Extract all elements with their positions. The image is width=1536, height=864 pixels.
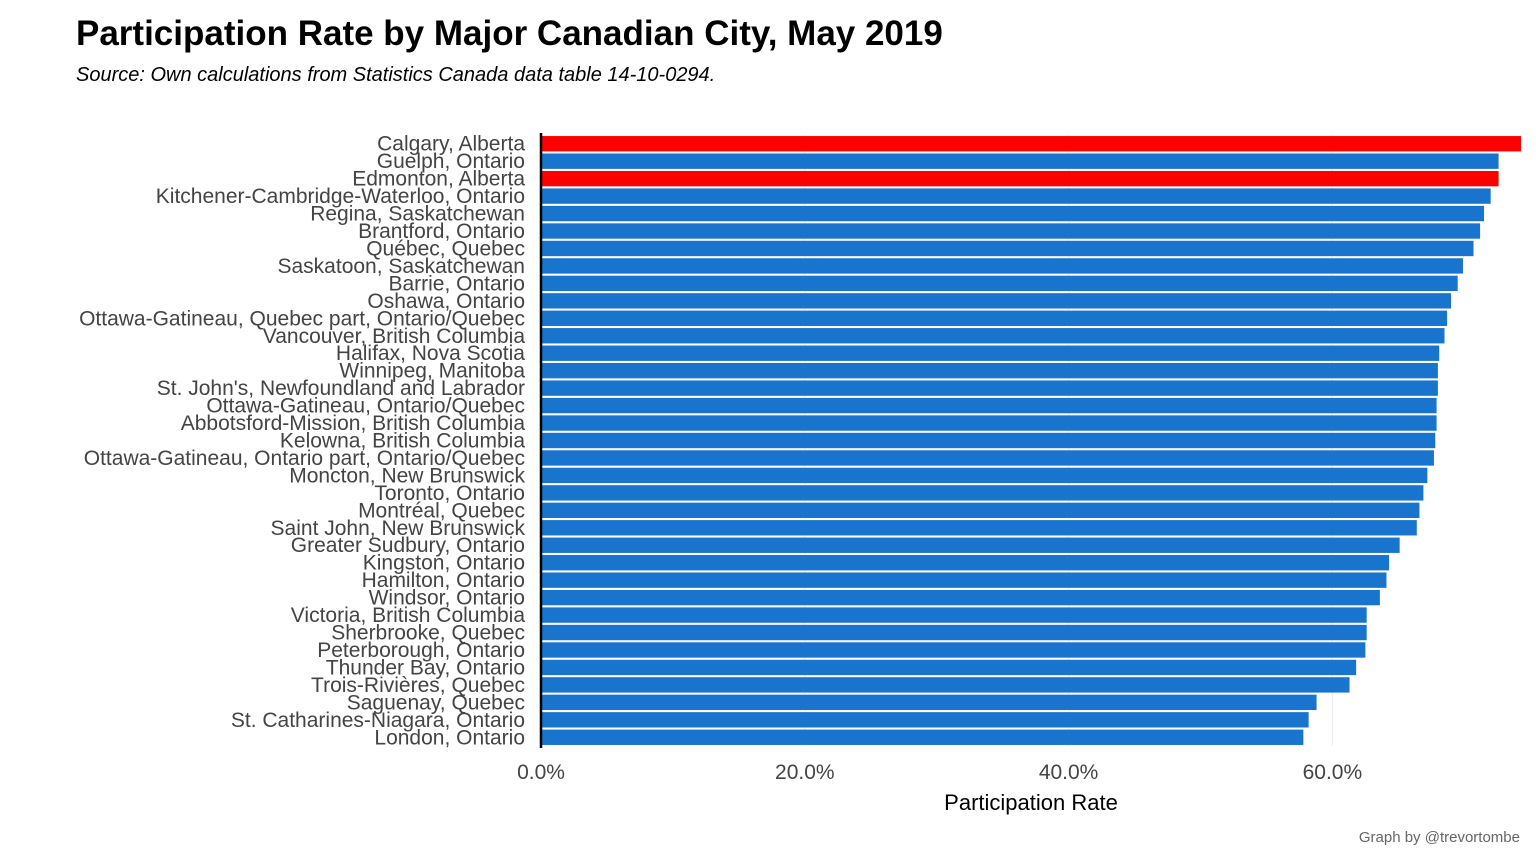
bar [541, 729, 1304, 745]
category-label: Moncton, New Brunswick [289, 464, 525, 487]
bar [541, 240, 1474, 257]
bar [541, 589, 1380, 606]
category-label: London, Ontario [374, 726, 525, 749]
bar [541, 712, 1309, 728]
x-tick-label: 60.0% [1303, 761, 1363, 784]
bar [541, 136, 1521, 152]
category-label: Québec, Quebec [366, 237, 525, 260]
bar [541, 328, 1445, 344]
bar [541, 677, 1350, 693]
category-label: Guelph, Ontario [377, 150, 525, 173]
bar [541, 188, 1491, 204]
category-label: Greater Sudbury, Ontario [291, 534, 525, 557]
category-label: Regina, Saskatchewan [310, 203, 525, 226]
x-axis-title: Participation Rate [944, 790, 1118, 815]
category-label: Halifax, Nova Scotia [336, 342, 525, 365]
category-label: Saint John, New Brunswick [271, 517, 526, 540]
bar [541, 275, 1458, 292]
category-label: Hamilton, Ontario [362, 569, 525, 592]
bar [541, 485, 1424, 501]
category-label: Ottawa-Gatineau, Quebec part, Ontario/Qu… [79, 307, 525, 330]
bar [541, 170, 1499, 187]
bar [541, 415, 1437, 431]
category-label: Peterborough, Ontario [317, 639, 525, 662]
x-tick-label: 40.0% [1039, 761, 1099, 784]
bar [541, 223, 1481, 239]
category-label: Trois-Rivières, Quebec [311, 674, 525, 697]
category-label: Windsor, Ontario [369, 587, 525, 610]
bar [541, 607, 1367, 623]
bar [541, 345, 1440, 361]
category-label: St. Catharines-Niagara, Ontario [231, 709, 525, 732]
category-label: Saguenay, Quebec [347, 691, 525, 714]
credit-note: Graph by @trevortombe [1358, 829, 1520, 846]
category-label: Sherbrooke, Quebec [331, 622, 525, 645]
bar [541, 380, 1438, 396]
bar [541, 258, 1463, 274]
category-label: Oshawa, Ontario [367, 290, 525, 313]
bar [541, 624, 1367, 641]
bar [541, 397, 1437, 414]
bar [541, 310, 1448, 326]
bar [541, 153, 1499, 169]
category-label: Saskatoon, Saskatchewan [278, 255, 526, 278]
category-label: Kingston, Ontario [363, 552, 525, 575]
chart-title: Participation Rate by Major Canadian Cit… [76, 14, 943, 53]
bar [541, 642, 1366, 658]
bar [541, 537, 1400, 553]
category-label: Thunder Bay, Ontario [326, 656, 525, 679]
bar [541, 555, 1390, 571]
category-label: Abbotsford-Mission, British Columbia [181, 412, 526, 435]
bar [541, 659, 1357, 676]
category-label: Barrie, Ontario [388, 272, 525, 295]
category-label: Calgary, Alberta [377, 133, 525, 156]
category-label: Kelowna, British Columbia [280, 430, 525, 453]
category-label: Toronto, Ontario [374, 482, 525, 505]
x-tick-labels: 0.0% 20.0% 40.0% 60.0% [517, 761, 1362, 784]
bars [541, 136, 1521, 745]
x-tick-label: 0.0% [517, 761, 565, 784]
bar [541, 362, 1438, 379]
category-label: Victoria, British Columbia [291, 604, 526, 627]
category-label: Winnipeg, Manitoba [339, 360, 525, 383]
category-label: Brantford, Ontario [358, 220, 525, 243]
category-label: Montréal, Quebec [358, 499, 525, 522]
bar [541, 520, 1417, 536]
category-label: Ottawa-Gatineau, Ontario/Quebec [206, 395, 525, 418]
bar [541, 572, 1387, 588]
category-label: St. John's, Newfoundland and Labrador [157, 377, 525, 400]
bar [541, 293, 1452, 309]
category-label: Edmonton, Alberta [352, 168, 525, 191]
bar [541, 694, 1317, 711]
bar [541, 502, 1420, 519]
category-label: Kitchener-Cambridge-Waterloo, Ontario [156, 185, 525, 208]
category-label: Vancouver, British Columbia [263, 325, 526, 348]
bar [541, 467, 1428, 484]
bar [541, 432, 1436, 449]
bar [541, 205, 1485, 222]
category-label: Ottawa-Gatineau, Ontario part, Ontario/Q… [84, 447, 525, 470]
x-tick-label: 20.0% [775, 761, 835, 784]
bar [541, 450, 1434, 466]
chart-subtitle: Source: Own calculations from Statistics… [76, 64, 716, 86]
